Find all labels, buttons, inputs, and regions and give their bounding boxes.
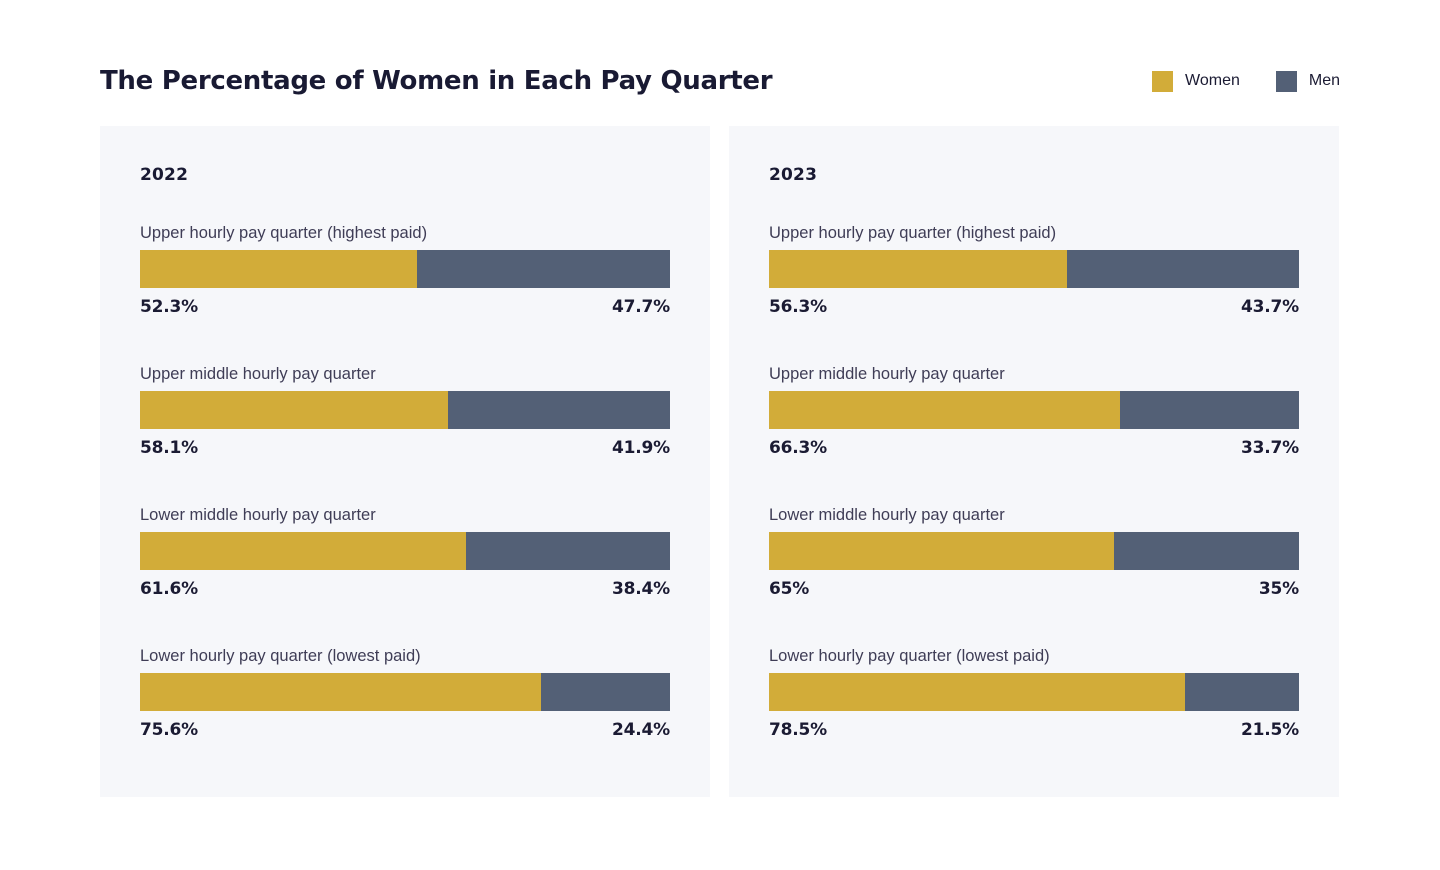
stacked-bar [769, 673, 1299, 711]
bar-values: 61.6% 38.4% [140, 578, 670, 600]
bar-row-label: Upper middle hourly pay quarter [140, 365, 376, 383]
legend-label-men: Men [1308, 72, 1340, 89]
bar-row-label: Upper hourly pay quarter (highest paid) [769, 224, 1057, 242]
men-value: 47.7% [612, 297, 670, 317]
women-value: 52.3% [140, 297, 198, 317]
men-value: 24.4% [612, 720, 670, 740]
bar-row: Lower middle hourly pay quarter 61.6% 38.4… [140, 504, 670, 600]
bar-row-label: Upper hourly pay quarter (highest paid) [140, 224, 428, 242]
women-value: 56.3% [769, 297, 827, 317]
women-value: 75.6% [140, 720, 198, 740]
men-bar-segment [417, 250, 670, 288]
men-bar-segment [466, 532, 670, 570]
bar-values: 75.6% 24.4% [140, 719, 670, 741]
bar-values: 66.3% 33.7% [769, 437, 1299, 459]
women-bar-segment [769, 532, 1114, 570]
panel-year-heading: 2022 [140, 165, 189, 185]
stacked-bar [140, 532, 670, 570]
legend: Women Men [1152, 70, 1340, 92]
bar-row: Upper hourly pay quarter (highest paid) 5… [769, 222, 1299, 318]
men-value: 35% [1258, 579, 1299, 599]
stacked-bar [140, 391, 670, 429]
panel-2022: 2022 Upper hourly pay quarter (highest pa… [100, 126, 710, 797]
bar-values: 52.3% 47.7% [140, 296, 670, 318]
women-bar-segment [140, 250, 418, 288]
bar-row-label: Lower hourly pay quarter (lowest paid) [769, 647, 1050, 665]
men-bar-segment [1113, 532, 1299, 570]
panels: 2022 Upper hourly pay quarter (highest pa… [100, 126, 1339, 797]
bar-values: 58.1% 41.9% [140, 437, 670, 459]
women-value: 65% [769, 579, 810, 599]
bar-values: 78.5% 21.5% [769, 719, 1299, 741]
bar-values: 56.3% 43.7% [769, 296, 1299, 318]
bar-row-label: Upper middle hourly pay quarter [769, 365, 1005, 383]
stacked-bar [140, 250, 670, 288]
women-bar-segment [769, 673, 1186, 711]
men-bar-segment [1067, 250, 1299, 288]
men-value: 43.7% [1241, 297, 1299, 317]
women-value: 58.1% [140, 438, 198, 458]
panel-2023: 2023 Upper hourly pay quarter (highest pa… [729, 126, 1339, 797]
men-value: 38.4% [612, 579, 670, 599]
legend-label-women: Women [1185, 72, 1240, 89]
stacked-bar [769, 250, 1299, 288]
men-bar-segment [1120, 391, 1299, 429]
header: The Percentage of Women in Each Pay Quar… [100, 66, 1340, 96]
women-bar-segment [140, 391, 448, 429]
men-bar-segment [540, 673, 670, 711]
bar-row: Lower middle hourly pay quarter 65% 35% [769, 504, 1299, 600]
bar-row: Lower hourly pay quarter (lowest paid) 75… [140, 645, 670, 741]
women-bar-segment [769, 250, 1068, 288]
bar-row: Upper hourly pay quarter (highest paid) 5… [140, 222, 670, 318]
legend-item-women: Women [1152, 70, 1240, 92]
stacked-bar [769, 532, 1299, 570]
men-value: 21.5% [1241, 720, 1299, 740]
women-swatch-icon [1152, 70, 1174, 92]
men-value: 33.7% [1241, 438, 1299, 458]
page-title: The Percentage of Women in Each Pay Quar… [100, 66, 773, 96]
bar-row-label: Lower hourly pay quarter (lowest paid) [140, 647, 421, 665]
men-swatch-icon [1275, 70, 1297, 92]
panel-year-heading: 2023 [769, 165, 818, 185]
stacked-bar [769, 391, 1299, 429]
men-bar-segment [1185, 673, 1299, 711]
men-bar-segment [447, 391, 670, 429]
women-bar-segment [140, 673, 541, 711]
legend-item-men: Men [1275, 70, 1340, 92]
women-bar-segment [140, 532, 467, 570]
women-value: 78.5% [769, 720, 827, 740]
bar-row: Upper middle hourly pay quarter 58.1% 41.9… [140, 363, 670, 459]
bar-values: 65% 35% [769, 578, 1299, 600]
bar-row: Lower hourly pay quarter (lowest paid) 78… [769, 645, 1299, 741]
women-value: 66.3% [769, 438, 827, 458]
bar-row-label: Lower middle hourly pay quarter [769, 506, 1005, 524]
women-value: 61.6% [140, 579, 198, 599]
stacked-bar [140, 673, 670, 711]
men-value: 41.9% [612, 438, 670, 458]
bar-row: Upper middle hourly pay quarter 66.3% 33.7… [769, 363, 1299, 459]
bar-row-label: Lower middle hourly pay quarter [140, 506, 376, 524]
women-bar-segment [769, 391, 1121, 429]
